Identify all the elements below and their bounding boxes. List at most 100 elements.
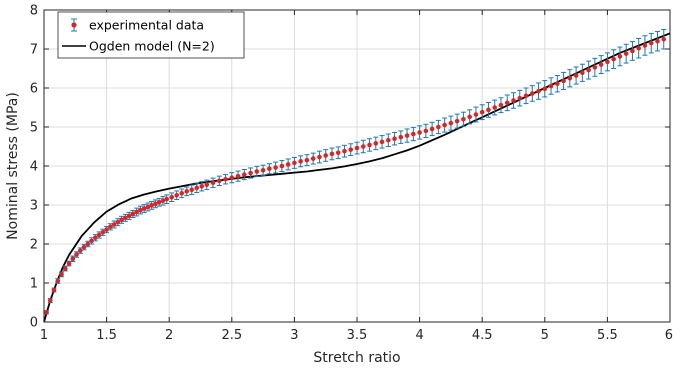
x-tick-label: 1	[40, 328, 48, 343]
data-point	[156, 197, 162, 207]
data-point	[367, 138, 373, 152]
data-point	[385, 133, 391, 147]
x-axis-ticks: 1 1.5 2 2.5 3 3.5 4 4.5 5 5.5 6	[40, 10, 673, 343]
data-point	[189, 184, 195, 195]
data-point	[435, 119, 441, 135]
data-point	[174, 190, 180, 201]
data-point	[642, 35, 648, 56]
x-tick-label: 1.5	[96, 328, 117, 343]
data-point	[429, 121, 435, 137]
data-point	[648, 32, 654, 54]
data-point	[119, 215, 125, 224]
data-point	[586, 60, 592, 80]
data-point	[96, 231, 102, 239]
data-point	[467, 109, 473, 125]
data-point	[164, 194, 170, 204]
data-point	[59, 271, 65, 278]
data-point	[152, 199, 158, 209]
data-point	[592, 57, 598, 77]
data-point	[410, 126, 416, 142]
data-point	[179, 188, 185, 199]
data-point	[335, 146, 341, 160]
data-point	[417, 125, 423, 140]
data-point	[122, 213, 128, 222]
data-point	[460, 111, 466, 127]
data-point	[529, 85, 535, 102]
data-point	[248, 167, 254, 179]
data-point	[74, 251, 80, 258]
data-point	[341, 144, 347, 158]
y-tick-label: 6	[30, 82, 38, 97]
data-point	[454, 113, 460, 129]
y-axis-ticks: 0 1 2 3 4 5 6 7 8	[30, 4, 670, 331]
data-point	[47, 298, 53, 303]
data-point	[398, 130, 404, 144]
data-point	[498, 97, 504, 114]
data-point	[404, 128, 410, 143]
x-tick-label: 3	[290, 328, 298, 343]
data-point	[511, 92, 516, 109]
x-tick-label: 5.5	[597, 328, 618, 343]
data-point	[77, 247, 83, 254]
data-point	[145, 202, 151, 212]
x-axis-label: Stretch ratio	[313, 350, 400, 366]
data-point	[579, 63, 585, 82]
data-point	[260, 164, 266, 176]
data-point	[111, 220, 117, 229]
x-tick-label: 2	[165, 328, 173, 343]
data-point	[141, 204, 147, 213]
data-point	[70, 255, 76, 263]
data-point	[204, 179, 210, 190]
y-tick-label: 2	[30, 238, 38, 253]
data-point	[199, 181, 205, 192]
data-point	[130, 209, 136, 218]
data-point	[134, 207, 140, 217]
data-point	[115, 218, 121, 227]
data-point	[548, 77, 554, 95]
x-tick-label: 3.5	[347, 328, 368, 343]
data-point	[598, 55, 604, 75]
data-point	[604, 52, 610, 72]
data-point	[473, 106, 479, 123]
y-tick-label: 0	[30, 316, 38, 331]
legend-label-ogden: Ogden model (N=2)	[89, 39, 215, 54]
data-point	[354, 141, 360, 155]
data-point	[285, 158, 291, 171]
data-point	[379, 135, 385, 149]
data-point	[137, 205, 143, 215]
data-point	[542, 80, 548, 98]
legend: experimental data Ogden model (N=2)	[57, 11, 245, 59]
data-point	[316, 150, 322, 164]
data-point	[523, 87, 529, 105]
data-point	[291, 156, 297, 169]
data-point	[617, 46, 623, 67]
x-tick-label: 2.5	[221, 328, 242, 343]
data-point	[310, 152, 316, 165]
experimental-data-points	[44, 29, 667, 315]
data-point	[223, 174, 229, 185]
data-point	[611, 49, 617, 69]
legend-box	[57, 11, 245, 59]
data-point	[448, 115, 454, 131]
data-point	[561, 71, 567, 91]
data-point	[298, 155, 304, 168]
data-point	[485, 101, 491, 118]
data-point	[194, 182, 200, 194]
data-point	[479, 104, 485, 121]
y-axis-label: Nominal stress (MPa)	[5, 92, 21, 240]
data-point	[629, 41, 635, 61]
x-tick-label: 5	[541, 328, 549, 343]
data-point	[100, 228, 106, 236]
data-point	[623, 43, 629, 64]
data-point	[329, 147, 335, 161]
data-point	[304, 154, 310, 167]
data-point	[392, 131, 398, 146]
data-point	[567, 69, 573, 88]
y-tick-label: 4	[30, 160, 38, 175]
data-point	[323, 149, 329, 162]
data-point	[216, 175, 222, 186]
data-point	[573, 66, 579, 85]
data-point	[44, 309, 50, 315]
